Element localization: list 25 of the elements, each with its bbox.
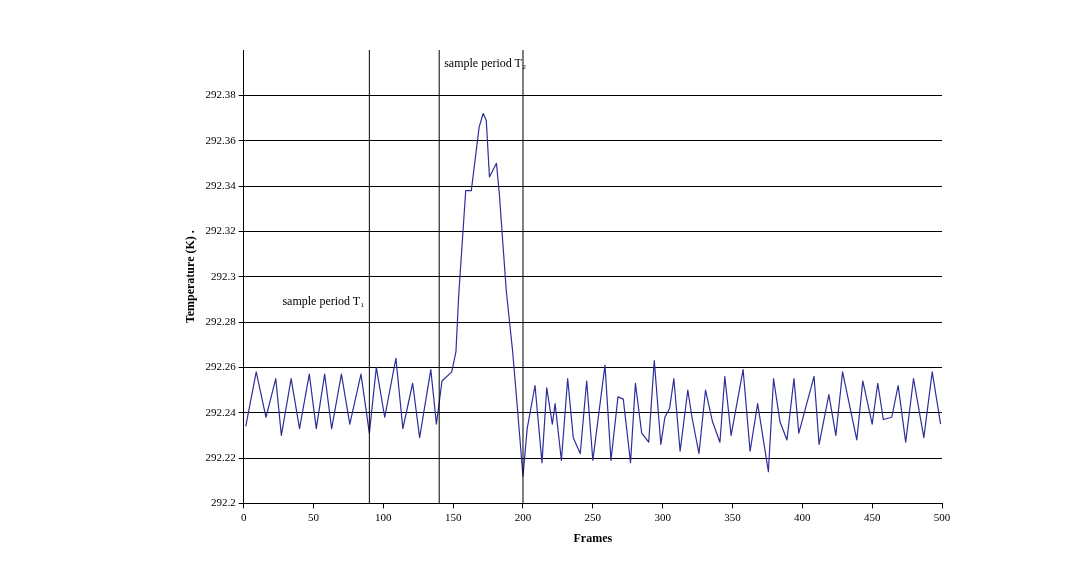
y-tick-label: 292.38 [205, 88, 237, 101]
ref-line-label: sample period T₂ [444, 56, 527, 71]
y-tick-label: 292.34 [205, 178, 237, 191]
x-tick-label: 200 [514, 510, 532, 523]
x-tick-label: 300 [654, 510, 672, 523]
ref-line-label: sample period T₁ [282, 293, 365, 308]
y-tick-label: 292.32 [205, 224, 236, 237]
y-tick-label: 292.3 [210, 269, 237, 282]
x-axis-title: Frames [573, 530, 613, 545]
y-tick-label: 292.22 [205, 450, 236, 463]
y-tick-label: 292.36 [205, 133, 237, 146]
x-tick-label: 350 [724, 510, 742, 523]
x-tick-label: 150 [444, 510, 462, 523]
x-tick-label: 450 [863, 510, 881, 523]
x-tick-label: 400 [794, 510, 812, 523]
y-axis-title: Temperature (K) . [183, 230, 198, 324]
x-tick-label: 500 [933, 510, 951, 523]
x-tick-label: 250 [584, 510, 602, 523]
x-tick-label: 100 [375, 510, 393, 523]
y-tick-label: 292.28 [205, 314, 237, 327]
y-tick-label: 292.2 [210, 496, 236, 509]
y-tick-label: 292.26 [205, 360, 237, 373]
x-tick-label: 50 [307, 510, 320, 523]
y-tick-label: 292.24 [205, 405, 237, 418]
x-tick-label: 0 [240, 510, 247, 523]
